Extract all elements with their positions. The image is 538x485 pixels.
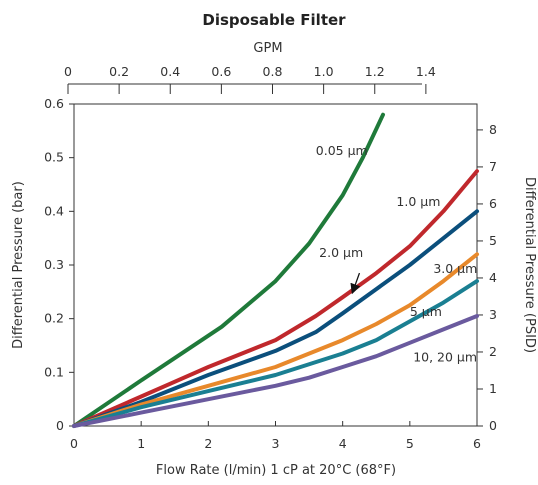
series-label: 10, 20 µm bbox=[413, 350, 477, 365]
right-axis-label: Differential Pressure (PSID) bbox=[522, 177, 537, 353]
bottom-tick-label: 4 bbox=[339, 436, 347, 451]
right-axis-ticks: 0 1 2 3 4 5 6 7 8 bbox=[477, 122, 497, 433]
bottom-tick-label: 1 bbox=[137, 436, 145, 451]
right-tick-label: 1 bbox=[489, 381, 497, 396]
series-labels: 0.05 µm 1.0 µm 2.0 µm 3.0 µm 5 µm 10, 20 µm bbox=[316, 143, 478, 365]
top-tick-label: 1.2 bbox=[365, 64, 385, 79]
bottom-tick-label: 5 bbox=[406, 436, 414, 451]
series-line-5 bbox=[72, 314, 479, 428]
left-tick-label: 0.3 bbox=[44, 257, 64, 272]
x-axis-label: Flow Rate (l/min) 1 cP at 20°C (68°F) bbox=[156, 463, 396, 478]
bottom-tick-label: 0 bbox=[70, 436, 78, 451]
right-tick-label: 7 bbox=[489, 159, 497, 174]
right-tick-label: 8 bbox=[489, 122, 497, 137]
top-tick-label: 0.6 bbox=[211, 64, 231, 79]
y-axis-label: Differential Pressure (bar) bbox=[11, 181, 26, 349]
bottom-tick-label: 2 bbox=[204, 436, 212, 451]
top-tick-label: 0.2 bbox=[109, 64, 129, 79]
top-tick-label: 0 bbox=[64, 64, 72, 79]
top-axis-ticks: 0 0.2 0.4 0.6 0.8 1.0 1.2 1.4 bbox=[64, 64, 436, 94]
right-tick-label: 5 bbox=[489, 233, 497, 248]
plot-frame bbox=[73, 103, 478, 427]
left-tick-label: 0 bbox=[56, 418, 64, 433]
top-tick-label: 1.0 bbox=[314, 64, 334, 79]
left-tick-label: 0.5 bbox=[44, 150, 64, 165]
bottom-tick-label: 6 bbox=[473, 436, 481, 451]
series-line-3 bbox=[72, 252, 479, 428]
bottom-axis-ticks: 0 1 2 3 4 5 6 bbox=[70, 421, 481, 451]
series-line-2 bbox=[72, 209, 479, 428]
top-tick-label: 1.4 bbox=[416, 64, 436, 79]
series-label: 0.05 µm bbox=[316, 143, 368, 158]
right-tick-label: 4 bbox=[489, 270, 497, 285]
bottom-tick-label: 3 bbox=[272, 436, 280, 451]
left-tick-label: 0.4 bbox=[44, 203, 64, 218]
top-tick-label: 0.8 bbox=[263, 64, 283, 79]
right-tick-label: 0 bbox=[489, 418, 497, 433]
series-label: 5 µm bbox=[410, 304, 442, 319]
left-tick-label: 0.2 bbox=[44, 311, 64, 326]
left-tick-label: 0.1 bbox=[44, 364, 64, 379]
left-tick-label: 0.6 bbox=[44, 96, 64, 111]
right-tick-label: 6 bbox=[489, 196, 497, 211]
annotation-arrow bbox=[350, 272, 361, 295]
right-tick-label: 3 bbox=[489, 307, 497, 322]
series-line-0 bbox=[72, 112, 385, 428]
right-tick-label: 2 bbox=[489, 344, 497, 359]
top-axis-label: GPM bbox=[253, 41, 282, 56]
series-lines bbox=[72, 112, 479, 428]
series-line-1 bbox=[72, 169, 479, 428]
left-axis-ticks: 0 0.1 0.2 0.3 0.4 0.5 0.6 bbox=[44, 96, 74, 433]
series-line-4 bbox=[72, 279, 479, 428]
series-label: 1.0 µm bbox=[396, 194, 440, 209]
series-label: 3.0 µm bbox=[433, 261, 477, 276]
series-label: 2.0 µm bbox=[319, 245, 363, 260]
chart-title: Disposable Filter bbox=[202, 11, 346, 29]
top-tick-label: 0.4 bbox=[160, 64, 180, 79]
